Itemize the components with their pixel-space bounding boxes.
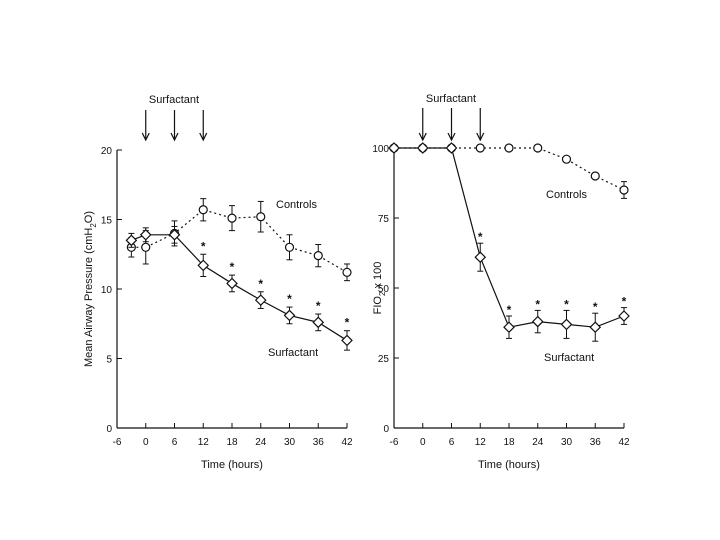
significance-star: * bbox=[345, 316, 350, 330]
series-line-controls bbox=[131, 209, 348, 273]
x-tick-label: 0 bbox=[420, 437, 426, 448]
x-tick-label: 36 bbox=[590, 437, 602, 448]
surfactant-point bbox=[416, 142, 429, 154]
surfactant-point bbox=[197, 259, 210, 272]
controls-point bbox=[313, 251, 323, 261]
series-label-surfactant: Surfactant bbox=[268, 347, 318, 359]
x-tick-label: 30 bbox=[284, 437, 296, 448]
x-tick-label: 24 bbox=[532, 437, 544, 448]
significance-star: * bbox=[201, 239, 206, 253]
significance-star: * bbox=[316, 299, 321, 313]
y-tick-label: 5 bbox=[106, 355, 112, 366]
y-tick-label: 50 bbox=[378, 284, 390, 295]
dose-arrow-head bbox=[170, 132, 179, 142]
significance-star: * bbox=[564, 297, 569, 311]
x-tick-label: -6 bbox=[113, 437, 122, 448]
y-axis-title-part: x 100 bbox=[372, 262, 384, 292]
significance-star: * bbox=[478, 230, 483, 244]
x-tick-label: 12 bbox=[198, 437, 210, 448]
x-tick-label: 6 bbox=[449, 437, 455, 448]
dose-arrow-head bbox=[199, 132, 208, 142]
significance-star: * bbox=[230, 260, 235, 274]
x-tick-label: 30 bbox=[561, 437, 573, 448]
x-tick-label: 0 bbox=[143, 437, 149, 448]
surfactant-point bbox=[589, 321, 602, 334]
y-tick-label: 15 bbox=[101, 216, 113, 227]
surfactant-point bbox=[168, 228, 181, 241]
surfactant-point bbox=[341, 334, 353, 347]
y-tick-label: 25 bbox=[378, 354, 390, 365]
dose-arrow-head bbox=[418, 132, 427, 142]
x-tick-label: 42 bbox=[341, 437, 353, 448]
x-axis-title: Time (hours) bbox=[478, 459, 540, 471]
surfactant-point bbox=[139, 228, 152, 241]
surfactant-point bbox=[283, 309, 296, 322]
x-tick-label: 12 bbox=[475, 437, 487, 448]
series-line-controls bbox=[394, 147, 625, 191]
surfactant-point bbox=[226, 277, 238, 290]
x-tick-label: 42 bbox=[618, 437, 630, 448]
surfactant-point bbox=[312, 316, 325, 329]
controls-point bbox=[590, 171, 600, 181]
series-label-controls: Controls bbox=[276, 199, 317, 211]
y-tick-label: 100 bbox=[372, 144, 389, 155]
series-label-controls: Controls bbox=[546, 189, 587, 201]
significance-star: * bbox=[622, 295, 627, 309]
surfactant-point bbox=[125, 234, 138, 247]
controls-point bbox=[533, 143, 543, 153]
controls-point bbox=[141, 242, 151, 252]
significance-star: * bbox=[507, 303, 512, 317]
significance-star: * bbox=[287, 292, 292, 306]
y-tick-label: 75 bbox=[378, 214, 390, 225]
x-tick-label: 36 bbox=[313, 437, 325, 448]
significance-star: * bbox=[258, 277, 263, 291]
surfactant-dose-label: Surfactant bbox=[426, 93, 476, 105]
significance-star: * bbox=[535, 297, 540, 311]
surfactant-point bbox=[503, 321, 515, 334]
x-tick-label: 24 bbox=[255, 437, 267, 448]
controls-point bbox=[475, 143, 485, 153]
surfactant-point bbox=[531, 315, 544, 328]
surfactant-point bbox=[388, 142, 400, 154]
surfactant-point bbox=[560, 318, 573, 331]
y-axis-title-subscript: 2 bbox=[89, 223, 98, 228]
controls-point bbox=[198, 205, 208, 215]
y-tick-label: 20 bbox=[101, 146, 113, 157]
dose-arrow-head bbox=[447, 132, 456, 142]
dose-arrow-head bbox=[476, 132, 485, 142]
significance-star: * bbox=[593, 300, 598, 314]
y-tick-label: 0 bbox=[106, 424, 112, 435]
x-tick-label: 18 bbox=[503, 437, 515, 448]
x-tick-label: 6 bbox=[172, 437, 178, 448]
y-axis-title: Mean Airway Pressure (cmH2O) bbox=[83, 211, 98, 367]
y-tick-label: 0 bbox=[383, 424, 389, 435]
controls-point bbox=[619, 185, 629, 195]
surfactant-point bbox=[474, 251, 487, 264]
series-label-surfactant: Surfactant bbox=[544, 352, 594, 364]
controls-point bbox=[342, 267, 352, 277]
surfactant-point bbox=[618, 310, 630, 322]
controls-point bbox=[256, 212, 266, 222]
y-axis-title-part: Mean Airway Pressure (cmH bbox=[83, 228, 95, 367]
controls-point bbox=[504, 143, 514, 153]
surfactant-point bbox=[254, 294, 267, 306]
dose-arrow-head bbox=[141, 132, 150, 142]
y-axis-title-subscript: 2 bbox=[378, 291, 387, 296]
y-axis-title: FIO2 x 100 bbox=[372, 262, 387, 315]
series-line-surfactant bbox=[394, 147, 625, 328]
y-tick-label: 10 bbox=[101, 285, 113, 296]
x-tick-label: 18 bbox=[226, 437, 238, 448]
controls-point bbox=[561, 154, 572, 164]
controls-point bbox=[227, 213, 237, 223]
surfactant-dose-label: Surfactant bbox=[149, 94, 199, 106]
x-axis-title: Time (hours) bbox=[201, 459, 263, 471]
y-axis-title-part: O) bbox=[83, 211, 95, 223]
surfactant-point bbox=[445, 142, 458, 154]
x-tick-label: -6 bbox=[390, 437, 399, 448]
controls-point bbox=[284, 242, 295, 252]
y-axis-title-part: FIO bbox=[372, 296, 384, 315]
